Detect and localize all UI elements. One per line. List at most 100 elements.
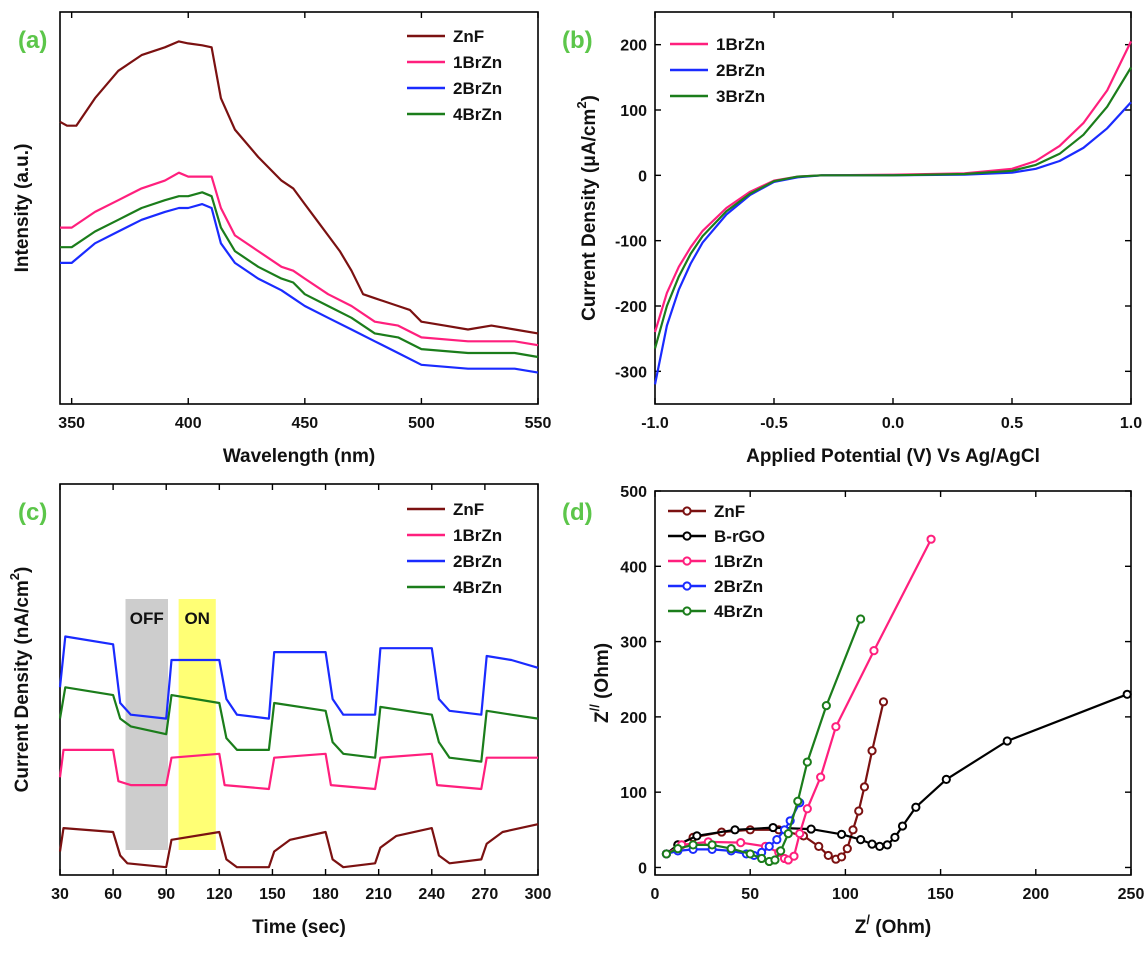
data-point (848, 825, 858, 835)
x-tick-label: 0 (651, 886, 660, 903)
x-tick-label: -0.5 (760, 415, 788, 432)
legend-label: 1BrZn (714, 552, 763, 571)
legend-label: ZnF (453, 27, 484, 46)
data-point (836, 829, 847, 839)
data-point (764, 841, 774, 851)
x-tick-label: 0.0 (882, 415, 904, 432)
x-tick-label: 120 (206, 886, 233, 903)
legend-label: B-rGO (714, 527, 765, 546)
legend-label: 2BrZn (453, 79, 502, 98)
x-tick-label: 100 (832, 886, 859, 903)
plot-frame (654, 490, 1132, 876)
y-axis-label: Current Density (μA/cm2) (574, 95, 600, 321)
x-tick-label: 150 (927, 886, 954, 903)
series-line-1brzn (653, 40, 1132, 333)
data-point (1122, 689, 1132, 699)
y-axis-label-sup: 2 (7, 573, 22, 580)
x-tick-label: 350 (58, 415, 85, 432)
data-point (772, 835, 782, 845)
legend-label: 3BrZn (716, 87, 765, 106)
x-axis-label: Time (sec) (252, 917, 346, 938)
y-tick-label: 200 (620, 38, 647, 55)
series-line-3brzn (653, 66, 1132, 349)
data-point (856, 835, 866, 845)
data-point (673, 844, 683, 854)
data-point (736, 838, 746, 848)
data-point (816, 772, 826, 782)
x-tick-label: 50 (741, 886, 759, 903)
x-axis-label-main: Applied Potential (V) Vs Ag/AgCl (746, 446, 1040, 467)
y-tick-label: 500 (620, 484, 647, 501)
y-axis-label: Z// (Ohm) (587, 643, 613, 723)
y-tick-label: 0 (638, 860, 647, 877)
series-line-1brzn (665, 538, 933, 861)
data-point (867, 746, 877, 756)
series-line-2brzn (58, 635, 539, 720)
x-tick-label: 270 (472, 886, 499, 903)
data-point (831, 722, 841, 732)
x-axis-label-main: Time (sec) (252, 917, 346, 938)
data-point (757, 853, 767, 864)
data-point (836, 852, 847, 862)
x-tick-label: -1.0 (641, 415, 669, 432)
y-tick-label: -200 (615, 299, 647, 316)
x-tick-label: 30 (51, 886, 69, 903)
legend-label: 4BrZn (453, 578, 502, 597)
y-axis-label-end: ) (12, 567, 33, 573)
band-label: ON (184, 609, 210, 628)
x-tick-label: 250 (1118, 886, 1145, 903)
x-tick-label: 1.0 (1120, 415, 1142, 432)
data-point (789, 851, 799, 861)
x-tick-label: 60 (104, 886, 122, 903)
data-point (768, 822, 778, 833)
data-point (726, 844, 736, 854)
legend-label: 1BrZn (453, 53, 502, 72)
y-axis-label-main: Current Density (μA/cm (579, 109, 600, 321)
data-point (793, 796, 803, 806)
legend-label: 2BrZn (716, 61, 765, 80)
x-tick-label: 400 (175, 415, 202, 432)
y-tick-label: 400 (620, 559, 647, 576)
data-point (770, 855, 780, 865)
data-point (688, 840, 698, 850)
data-point (875, 841, 885, 851)
legend-label: 1BrZn (453, 526, 502, 545)
legend-label: 4BrZn (714, 602, 763, 621)
x-tick-label: 240 (418, 886, 445, 903)
x-axis-label-end: (Ohm) (870, 917, 931, 938)
series-line-znf (59, 40, 539, 335)
legend-label: 2BrZn (714, 577, 763, 596)
legend-marker (682, 581, 692, 591)
data-point (867, 839, 877, 849)
y-tick-label: 100 (620, 785, 647, 802)
x-axis-label-main: Z (855, 917, 867, 938)
x-axis-label: Applied Potential (V) Vs Ag/AgCl (746, 446, 1040, 467)
x-tick-label: 180 (312, 886, 339, 903)
y-axis-label-sup: // (587, 704, 602, 712)
band-label: OFF (130, 609, 164, 628)
legend-marker (682, 606, 692, 616)
y-axis-label-end: ) (579, 95, 600, 101)
x-tick-label: 500 (408, 415, 435, 432)
data-point (806, 824, 816, 834)
legend-label: ZnF (453, 500, 484, 519)
x-tick-label: 300 (525, 886, 552, 903)
x-tick-label: 90 (157, 886, 175, 903)
data-point (795, 828, 805, 839)
legend-label: ZnF (714, 502, 745, 521)
y-axis-label-main: Intensity (a.u.) (12, 144, 33, 273)
x-tick-label: 200 (1022, 886, 1049, 903)
y-axis-label-main: Z (592, 711, 613, 723)
data-point (941, 774, 951, 784)
y-tick-label: 100 (620, 103, 647, 120)
legend-marker (682, 556, 692, 566)
panel-label: (b) (562, 27, 593, 54)
data-point (661, 849, 672, 859)
panel-label: (a) (18, 27, 47, 54)
legend-label: 4BrZn (453, 105, 502, 124)
band-off (125, 599, 168, 850)
series-line-4brzn (60, 191, 539, 359)
data-point (776, 846, 786, 856)
data-point (814, 841, 824, 851)
legend-marker (682, 531, 692, 541)
